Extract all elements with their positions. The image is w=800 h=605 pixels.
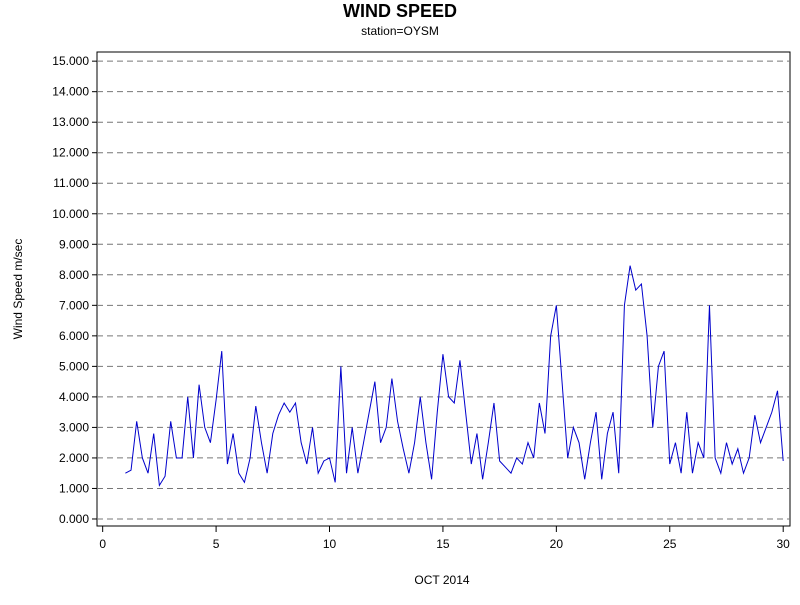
y-tick-label: 9.000 [59,237,89,251]
x-tick-label: 0 [99,537,106,551]
x-tick-label: 25 [663,537,677,551]
y-tick-label: 1.000 [59,481,89,495]
plot-frame [96,51,791,527]
x-tick-label: 20 [550,537,564,551]
y-tick-label: 10.000 [52,207,89,221]
y-axis-label: Wind Speed m/sec [11,239,25,340]
y-tick-label: 6.000 [59,329,89,343]
y-tick-label: 3.000 [59,420,89,434]
x-tick-label: 5 [213,537,220,551]
y-tick-label: 14.000 [52,85,89,99]
y-tick-label: 15.000 [52,54,89,68]
y-tick-label: 5.000 [59,359,89,373]
y-tick-label: 2.000 [59,451,89,465]
y-tick-label: 13.000 [52,115,89,129]
y-tick-label: 0.000 [59,512,89,526]
x-tick-label: 30 [777,537,791,551]
chart-title: WIND SPEED [343,1,457,21]
x-tick-label: 15 [436,537,450,551]
y-tick-label: 8.000 [59,268,89,282]
chart-subtitle: station=OYSM [361,24,439,38]
x-tick-label: 10 [323,537,337,551]
y-tick-label: 4.000 [59,390,89,404]
x-axis-label: OCT 2014 [414,573,469,587]
y-tick-label: 11.000 [53,176,89,190]
y-tick-label: 7.000 [59,298,89,312]
data-line [125,265,784,487]
y-tick-label: 12.000 [52,146,89,160]
